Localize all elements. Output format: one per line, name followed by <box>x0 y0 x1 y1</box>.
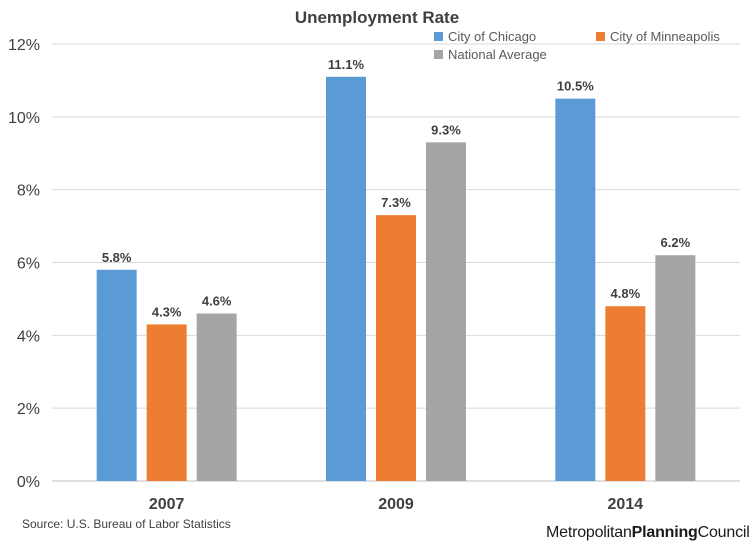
bar <box>555 98 596 481</box>
legend-label: City of Minneapolis <box>610 29 720 44</box>
y-tick-label: 12% <box>8 37 40 54</box>
organization-logo: MetropolitanPlanningCouncil <box>546 524 750 542</box>
data-label: 7.3% <box>381 195 411 210</box>
x-tick-label: 2009 <box>378 496 414 513</box>
source-note: Source: U.S. Bureau of Labor Statistics <box>22 517 231 531</box>
bar <box>655 255 696 481</box>
chart-title: Unemployment Rate <box>295 8 459 27</box>
data-label: 5.8% <box>102 250 132 265</box>
x-axis-ticks: 2007 2009 2014 <box>149 496 643 513</box>
data-label: 4.8% <box>611 286 641 301</box>
y-tick-label: 6% <box>17 256 40 273</box>
bar <box>426 142 466 481</box>
legend-label: National Average <box>448 47 547 62</box>
bar <box>326 76 366 482</box>
legend-label: City of Chicago <box>448 29 536 44</box>
data-label: 4.3% <box>152 304 182 319</box>
y-axis-ticks: 0% 2% 4% 6% 8% 10% 12% <box>8 37 40 491</box>
legend: City of Chicago City of Minneapolis Nation… <box>434 29 720 62</box>
data-label: 6.2% <box>661 235 691 250</box>
y-tick-label: 10% <box>8 110 40 127</box>
x-tick-label: 2014 <box>608 496 644 513</box>
data-label: 9.3% <box>431 122 461 137</box>
bar <box>96 269 137 481</box>
logo-word-metropolitan: Metropolitan <box>546 524 632 541</box>
bar <box>376 215 416 482</box>
bar <box>146 324 187 481</box>
y-tick-label: 4% <box>17 328 40 345</box>
logo-word-council: Council <box>697 524 750 541</box>
data-label: 11.1% <box>328 57 365 72</box>
legend-swatch <box>596 32 605 41</box>
bars <box>96 76 696 482</box>
logo-word-planning: Planning <box>631 524 698 541</box>
data-label: 4.6% <box>202 293 232 308</box>
legend-swatch <box>434 50 443 59</box>
x-tick-label: 2007 <box>149 496 185 513</box>
data-labels: 5.8% 4.3% 4.6% 11.1% 7.3% 9.3% 10.5% 4.8% 6.2% <box>102 57 691 320</box>
legend-swatch <box>434 32 443 41</box>
data-label: 10.5% <box>557 79 594 94</box>
bar <box>605 306 646 481</box>
y-tick-label: 2% <box>17 401 40 418</box>
y-tick-label: 8% <box>17 183 40 200</box>
bar <box>196 313 237 481</box>
y-tick-label: 0% <box>17 474 40 491</box>
